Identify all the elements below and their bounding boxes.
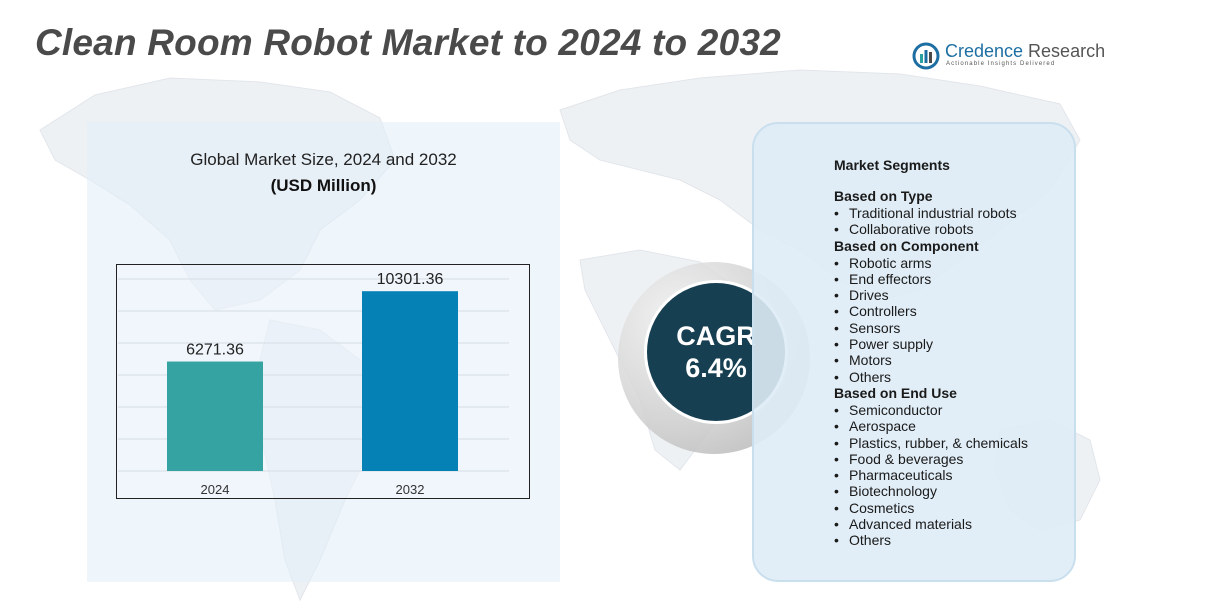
- segment-item: End effectors: [834, 271, 1074, 288]
- segments-header: Market Segments: [834, 157, 950, 173]
- segment-item: Others: [834, 369, 1074, 386]
- logo-text: Credence Research: [945, 41, 1105, 62]
- bar-chart: 6271.36 2024 10301.36 2032: [118, 271, 509, 497]
- chart-panel: [87, 122, 560, 582]
- segment-item: Robotic arms: [834, 255, 1074, 272]
- segment-item: Aerospace: [834, 418, 1074, 435]
- segment-item: Others: [834, 532, 1074, 549]
- segment-item: Collaborative robots: [834, 221, 1074, 238]
- bar-2024: [167, 361, 263, 471]
- segment-item: Advanced materials: [834, 516, 1074, 533]
- x-tick-label: 2024: [201, 482, 230, 497]
- segment-item: Cosmetics: [834, 500, 1074, 517]
- credence-research-logo-icon: [912, 42, 940, 70]
- segment-group-title: Based on Component: [834, 237, 979, 254]
- x-tick-label: 2032: [396, 482, 425, 497]
- segments-content: Market Segments Based on TypeTraditional…: [834, 156, 1074, 549]
- segment-group-title: Based on Type: [834, 188, 933, 204]
- logo-name-part1: Credence: [945, 41, 1024, 61]
- segment-item: Traditional industrial robots: [834, 205, 1074, 222]
- company-logo: Credence Research Actionable Insights De…: [912, 40, 1105, 72]
- data-label: 10301.36: [377, 271, 444, 288]
- segment-list: SemiconductorAerospacePlastics, rubber, …: [834, 402, 1074, 549]
- chart-unit: (USD Million): [270, 176, 377, 195]
- segment-item: Plastics, rubber, & chemicals: [834, 435, 1074, 452]
- segment-item: Biotechnology: [834, 483, 1074, 500]
- chart-heading: Global Market Size, 2024 and 2032 (USD M…: [87, 150, 560, 196]
- chart-title: Global Market Size, 2024 and 2032: [190, 150, 457, 169]
- cagr-value: 6.4%: [685, 353, 747, 383]
- logo-tagline: Actionable Insights Delivered: [946, 61, 1056, 67]
- segment-item: Motors: [834, 352, 1074, 369]
- segment-item: Sensors: [834, 320, 1074, 337]
- segment-item: Food & beverages: [834, 451, 1074, 468]
- segment-list: Robotic armsEnd effectorsDrivesControlle…: [834, 255, 1074, 386]
- segment-group-title: Based on End Use: [834, 384, 957, 401]
- segment-item: Pharmaceuticals: [834, 467, 1074, 484]
- bar-2032: [362, 291, 458, 471]
- segment-item: Semiconductor: [834, 402, 1074, 419]
- segment-item: Power supply: [834, 336, 1074, 353]
- segment-list: Traditional industrial robotsCollaborati…: [834, 205, 1074, 238]
- logo-name-part2: Research: [1023, 41, 1106, 61]
- cagr-label: CAGR: [676, 321, 756, 351]
- data-label: 6271.36: [186, 342, 244, 359]
- segment-groups: Based on TypeTraditional industrial robo…: [834, 188, 1074, 549]
- segment-item: Drives: [834, 287, 1074, 304]
- segment-item: Controllers: [834, 303, 1074, 320]
- page-title: Clean Room Robot Market to 2024 to 2032: [35, 22, 781, 63]
